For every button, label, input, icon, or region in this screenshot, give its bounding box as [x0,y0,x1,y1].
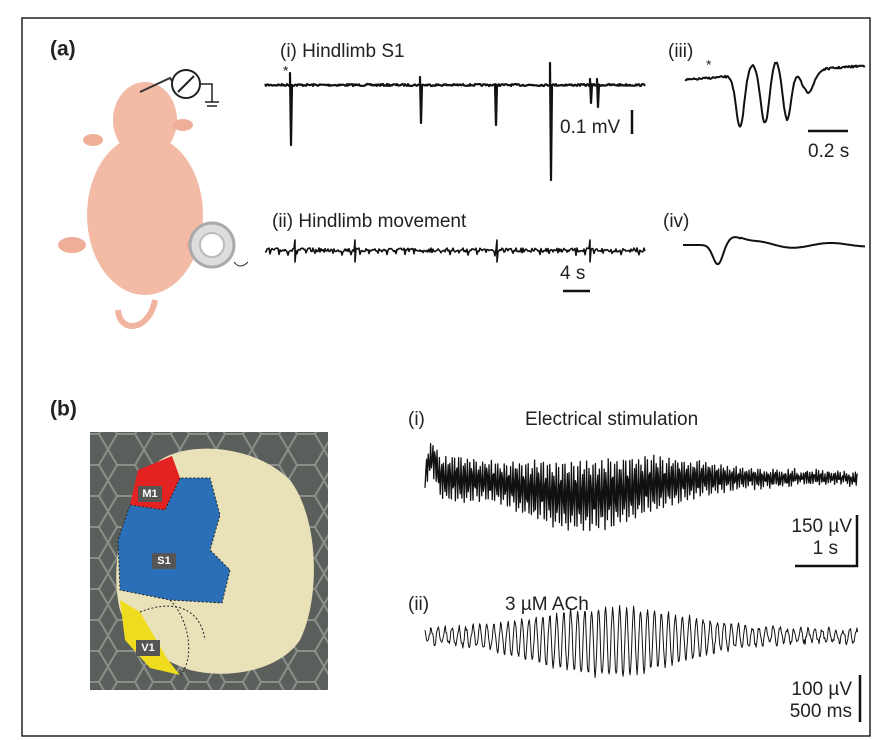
region-label: S1 [157,555,170,567]
scale-label: 500 ms [790,701,852,722]
region-label: V1 [141,642,154,654]
trace-title: 3 µM ACh [505,594,589,615]
brain-photo [90,432,328,690]
scale-label: 4 s [560,263,585,284]
region-label: M1 [142,488,157,500]
trace-label: (iii) [668,41,693,62]
trace-label: (i) [408,409,425,430]
panel-label: (a) [50,38,76,61]
scale-label: 100 µV [791,679,852,700]
trace-label: (ii) [408,594,429,615]
trace-title: Electrical stimulation [525,409,698,430]
scale-label: 0.2 s [808,141,849,162]
scale-label: 1 s [813,538,838,559]
trace-label: (iv) [663,211,689,232]
trace-label: (ii) Hindlimb movement [272,211,467,232]
scale-label: 0.1 mV [560,117,621,138]
figure: (a) (i) Hindlimb S1 * 0.1 mV (iii) * 0.2… [0,0,885,740]
trace-label: (i) Hindlimb S1 [280,41,405,62]
marker: * [283,63,289,79]
marker: * [706,57,712,73]
scale-label: 150 µV [791,516,852,537]
panel-label: (b) [50,398,77,421]
